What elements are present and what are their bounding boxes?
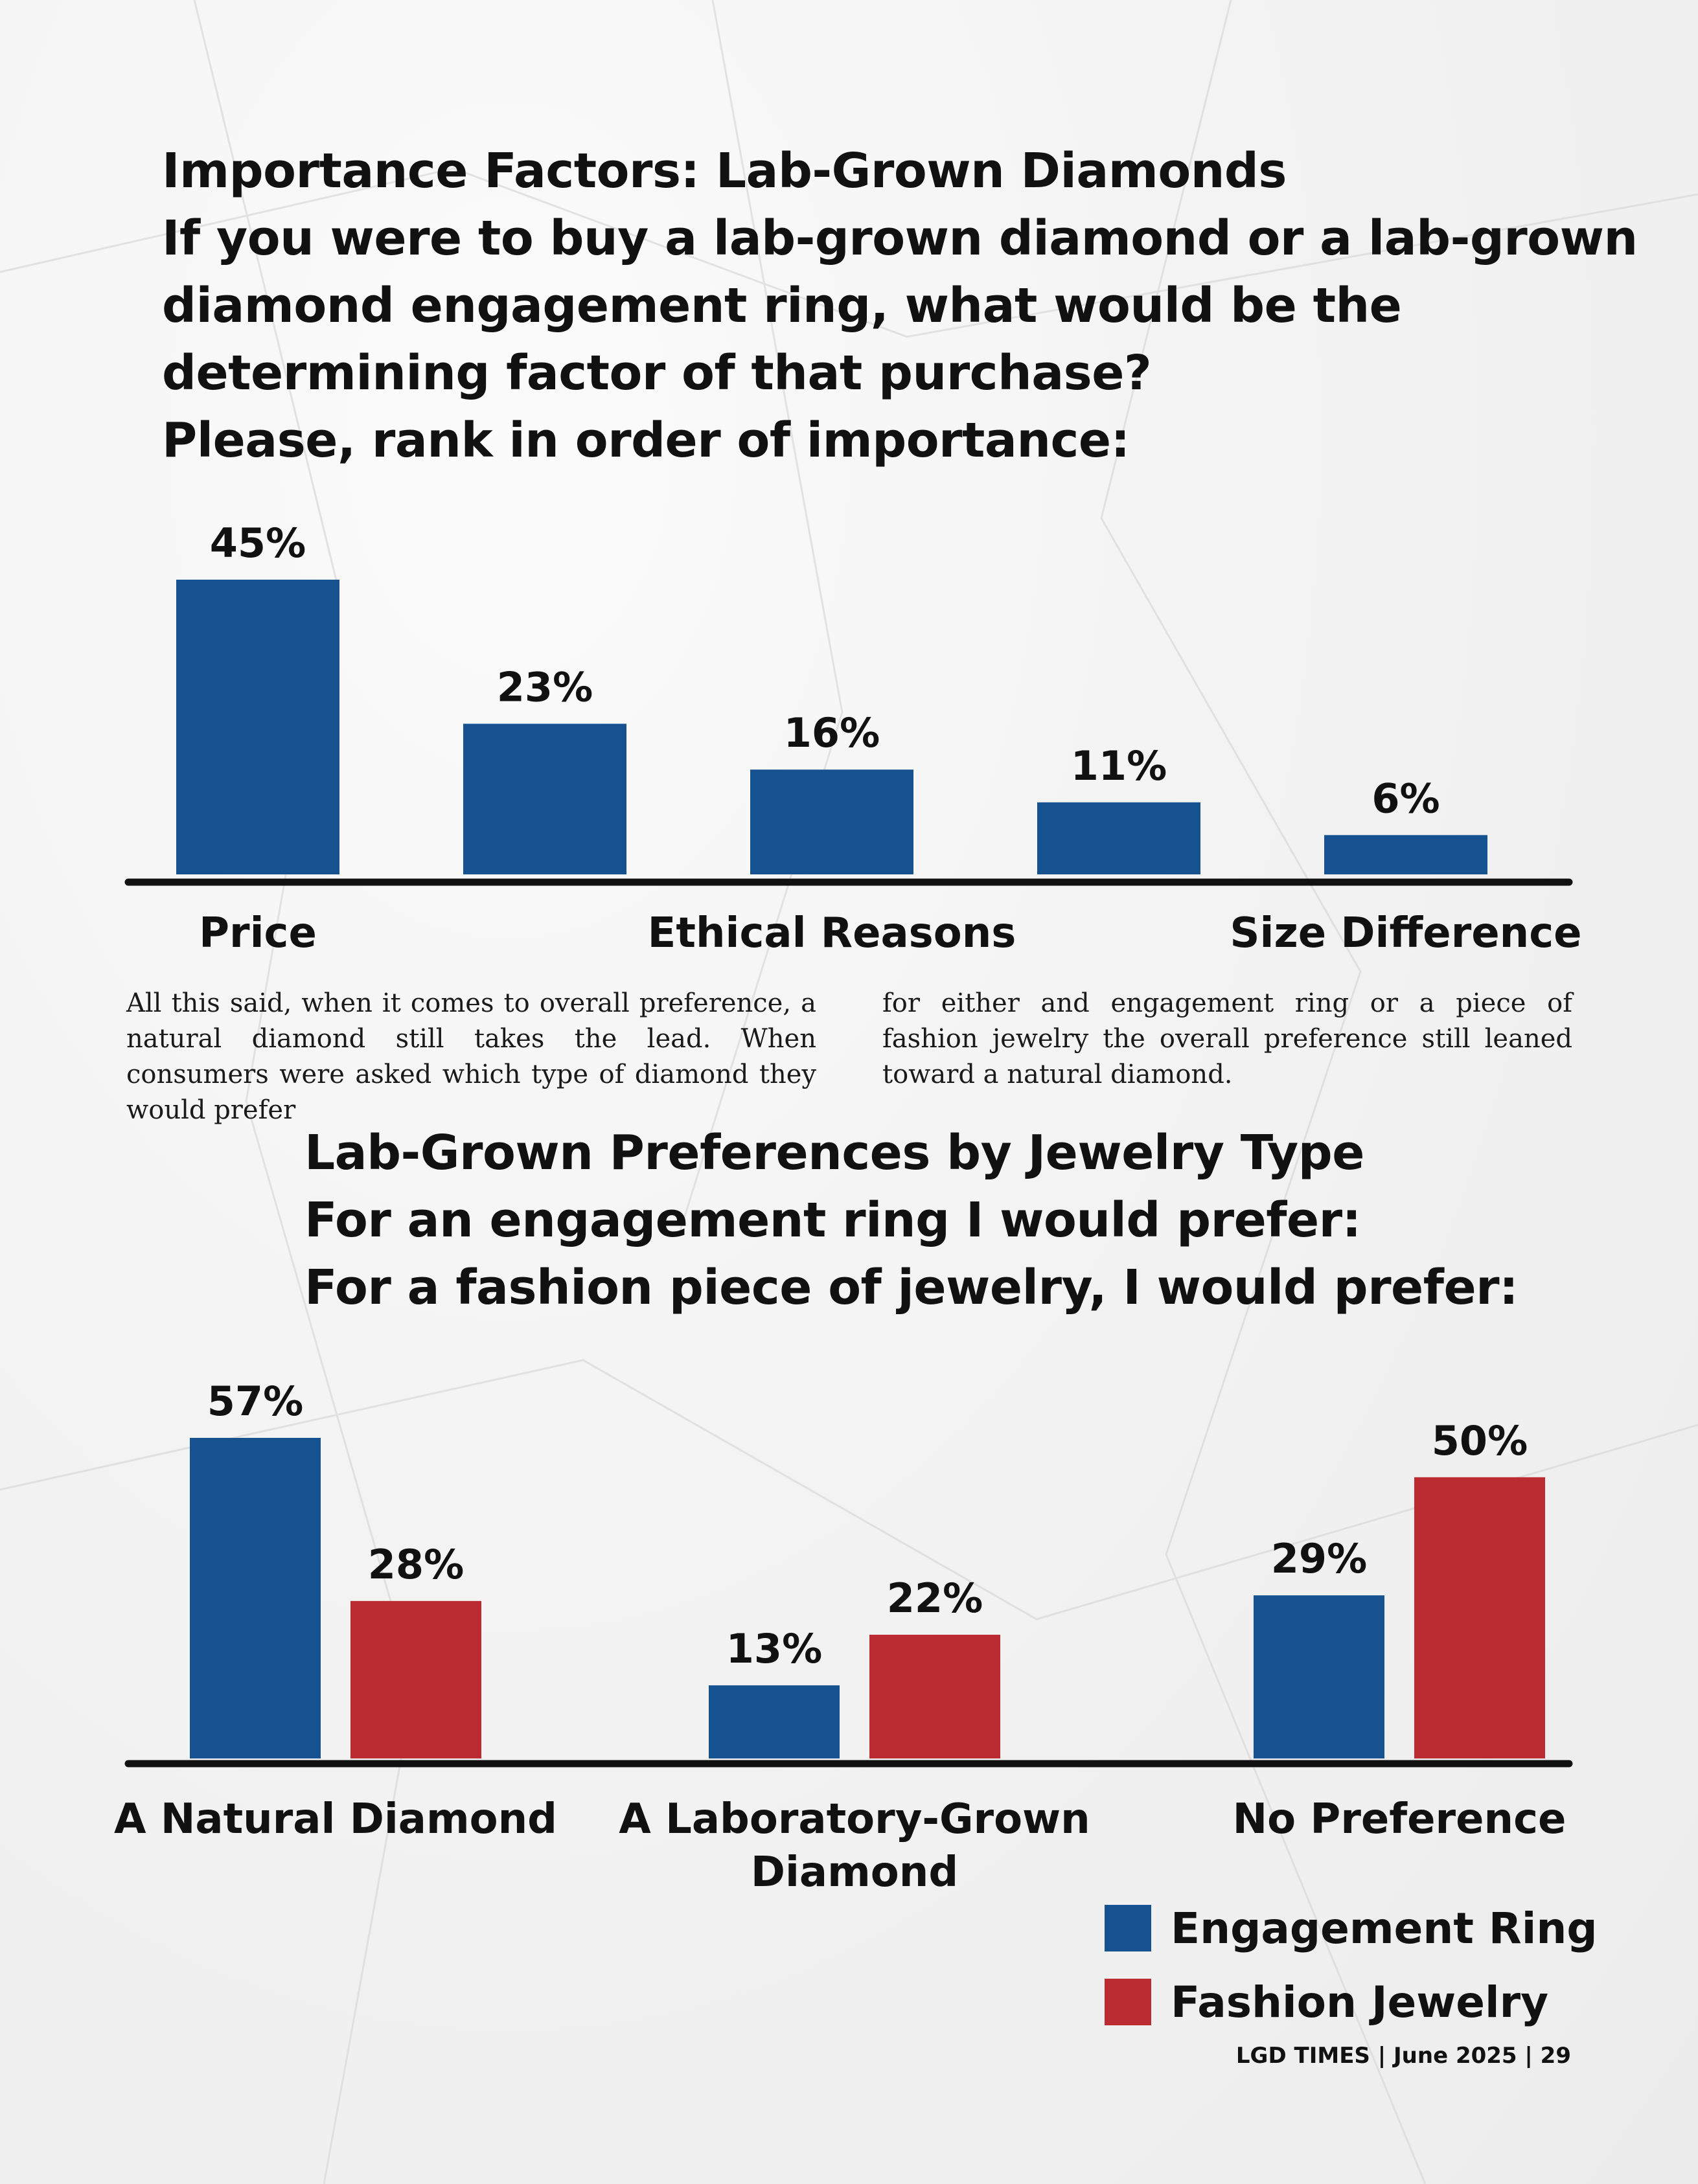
bar xyxy=(176,580,339,874)
body-text-column-1: All this said, when it comes to overall … xyxy=(126,988,816,1125)
chart2-title-line: For an engagement ring I would prefer: xyxy=(304,1192,1361,1248)
category-label: A Laboratory-Grown xyxy=(619,1795,1090,1843)
chart2-title-line: For a fashion piece of jewelry, I would … xyxy=(304,1260,1519,1315)
chart1-title-line: diamond engagement ring, what would be t… xyxy=(162,278,1402,334)
bar-value-label: 6% xyxy=(1371,775,1440,822)
category-label: Price xyxy=(199,909,317,957)
bar xyxy=(1414,1477,1545,1758)
chart2-title: Lab-Grown Preferences by Jewelry Type Fo… xyxy=(304,1119,1519,1321)
bar-value-label: 13% xyxy=(726,1625,822,1672)
chart1-title-line: determining factor of that purchase? xyxy=(162,345,1152,401)
legend-item-engagement: Engagement Ring xyxy=(1105,1891,1598,1965)
bar-value-label: 50% xyxy=(1432,1417,1528,1464)
category-label: No Preference xyxy=(1233,1795,1566,1843)
bar-value-label: 45% xyxy=(210,519,306,567)
legend-item-fashion: Fashion Jewelry xyxy=(1105,1965,1598,2039)
chart1-title-line: If you were to buy a lab-grown diamond o… xyxy=(162,210,1638,266)
bar-value-label: 11% xyxy=(1071,742,1167,790)
bar xyxy=(750,769,913,874)
chart2-legend: Engagement Ring Fashion Jewelry xyxy=(1105,1891,1598,2039)
bar-value-label: 57% xyxy=(207,1378,303,1425)
bar xyxy=(709,1685,840,1758)
chart1-title-line: Please, rank in order of importance: xyxy=(162,413,1130,468)
body-text-column-2: for either and engagement ring or a piec… xyxy=(882,988,1572,1089)
legend-label: Engagement Ring xyxy=(1171,1903,1598,1953)
importance-factors-chart: 45% Price 23% 16% Ethical Reasons 11% 6% Size D… xyxy=(124,519,1582,957)
legend-swatch-engagement xyxy=(1105,1905,1151,1951)
bar-value-label: 28% xyxy=(368,1541,464,1588)
bar xyxy=(350,1600,481,1758)
bar xyxy=(463,723,626,874)
bar xyxy=(1254,1595,1384,1758)
bar-value-label: 22% xyxy=(887,1575,983,1622)
legend-swatch-fashion xyxy=(1105,1979,1151,2025)
preferences-by-jewelry-chart: 57% 13% 29% 28% 22% 50% A Natural Diamond A Lab… xyxy=(114,1378,1573,1896)
bar xyxy=(1037,802,1200,874)
bar-value-label: 16% xyxy=(784,709,880,756)
chart1-title: Importance Factors: Lab-Grown Diamonds I… xyxy=(162,137,1638,474)
bar-value-label: 23% xyxy=(497,663,593,711)
category-label: A Natural Diamond xyxy=(114,1795,557,1843)
category-label: Ethical Reasons xyxy=(648,909,1016,957)
legend-label: Fashion Jewelry xyxy=(1171,1977,1549,2027)
bar-value-label: 29% xyxy=(1271,1535,1367,1582)
chart1-title-line: Importance Factors: Lab-Grown Diamonds xyxy=(162,143,1287,199)
category-label: Size Difference xyxy=(1230,909,1581,957)
bar xyxy=(1324,835,1487,874)
category-label: Diamond xyxy=(751,1848,958,1896)
chart2-title-line: Lab-Grown Preferences by Jewelry Type xyxy=(304,1125,1364,1181)
bar xyxy=(869,1634,1000,1758)
page-footer: LGD TIMES | June 2025 | 29 xyxy=(1235,2043,1571,2069)
bar xyxy=(190,1438,321,1758)
